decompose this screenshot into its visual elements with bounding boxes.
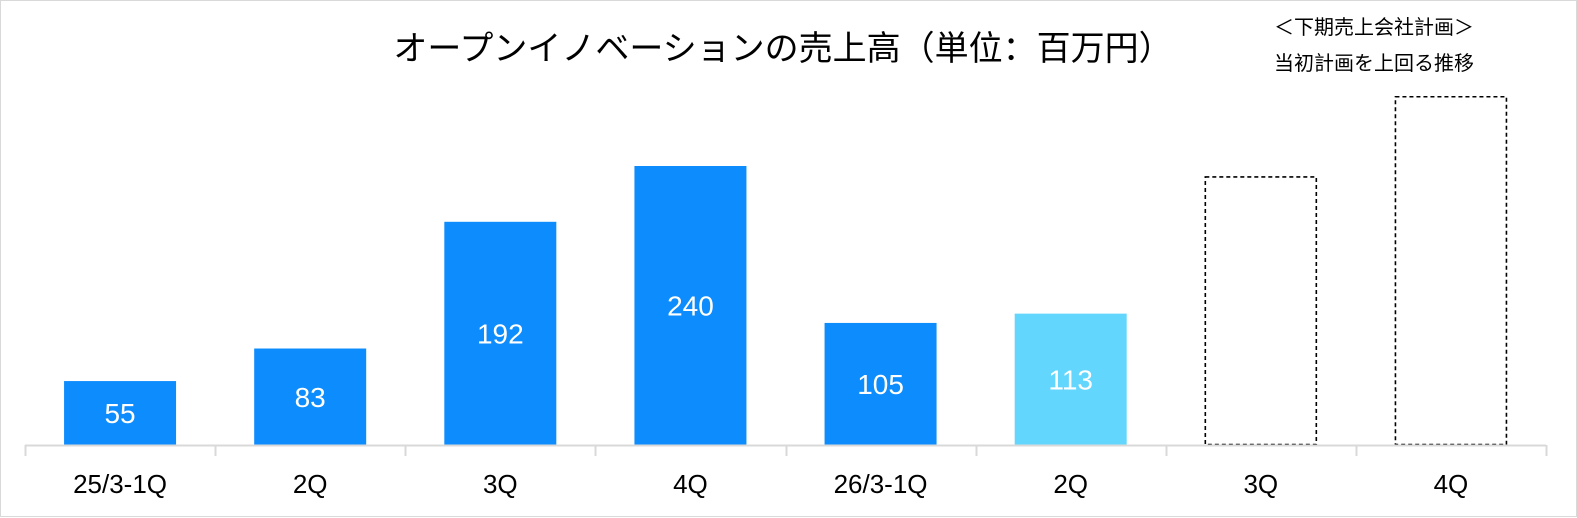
data-label-3: 192 xyxy=(477,318,524,349)
plan-note-line-1: ＜下期売上会社計画＞ xyxy=(1274,15,1474,39)
x-tick-label-1: 25/3-1Q xyxy=(73,469,167,499)
labels-layer: 55 25/3-1Q 83 2Q 192 3Q 240 4Q 105 26/3-1Q 113 2Q 3Q… xyxy=(73,291,1468,500)
x-tick-label-6: 2Q xyxy=(1053,469,1088,499)
bar-2 xyxy=(254,348,367,445)
plan-note-line-2: 当初計画を上回る推移 xyxy=(1274,51,1474,75)
x-tick-label-8: 4Q xyxy=(1434,469,1469,499)
x-tick-label-4: 4Q xyxy=(673,469,708,499)
x-tick-label-3: 3Q xyxy=(483,469,518,499)
bar-1 xyxy=(64,381,177,445)
x-axis xyxy=(24,444,1548,456)
bar-3 xyxy=(444,221,557,445)
x-tick-label-7: 3Q xyxy=(1243,469,1278,499)
data-label-4: 240 xyxy=(667,291,714,322)
bar-6 xyxy=(1014,313,1127,445)
x-tick-label-2: 2Q xyxy=(293,469,328,499)
chart-title: オープンイノベーションの売上高（単位：百万円） xyxy=(393,29,1172,69)
plan-bar-8 xyxy=(1394,95,1508,446)
data-label-2: 83 xyxy=(295,382,326,413)
x-tick-label-5: 26/3-1Q xyxy=(834,469,928,499)
data-label-5: 105 xyxy=(857,369,904,400)
bar-4 xyxy=(634,166,747,445)
data-label-6: 113 xyxy=(1048,364,1093,395)
data-label-1: 55 xyxy=(104,398,135,429)
bars-layer xyxy=(64,95,1508,446)
plan-bar-7 xyxy=(1204,176,1318,446)
bar-5 xyxy=(824,322,937,445)
